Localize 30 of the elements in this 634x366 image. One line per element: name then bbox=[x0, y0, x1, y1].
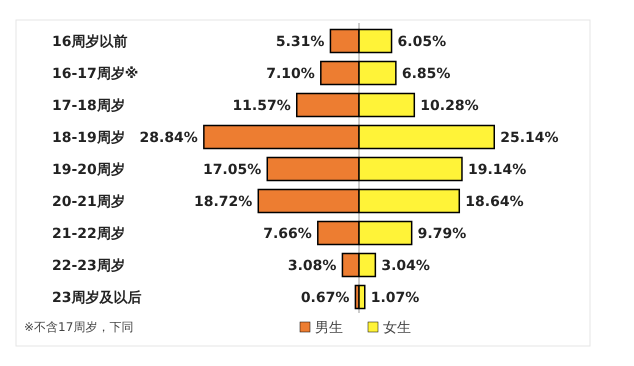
data-label: 25.14% bbox=[500, 130, 559, 146]
y-tick-label: 21-22周岁 bbox=[52, 226, 125, 242]
data-label: 17.05% bbox=[202, 162, 262, 178]
data-label: 3.04% bbox=[381, 258, 430, 274]
data-label: 9.79% bbox=[418, 226, 466, 242]
data-label: 19.14% bbox=[468, 162, 526, 178]
data-label: 6.85% bbox=[402, 66, 450, 82]
data-label: 28.84% bbox=[140, 130, 198, 146]
data-label: 18.64% bbox=[465, 194, 524, 210]
y-tick-label: 20-21周岁 bbox=[52, 194, 125, 210]
y-tick-label: 18-19周岁 bbox=[52, 130, 125, 146]
legend-label: 男生 bbox=[315, 320, 343, 336]
data-label: 11.57% bbox=[232, 98, 291, 114]
y-tick-label: 19-20周岁 bbox=[52, 162, 125, 178]
data-label: 0.67% bbox=[300, 290, 350, 306]
data-label: 6.05% bbox=[398, 34, 446, 50]
y-tick-label: 16周岁以前 bbox=[52, 34, 128, 50]
y-tick-label: 16-17周岁※ bbox=[52, 66, 138, 82]
y-tick-label: 17-18周岁 bbox=[52, 98, 125, 114]
data-label: 1.07% bbox=[370, 290, 420, 306]
data-label: 7.10% bbox=[266, 66, 315, 82]
y-tick-label: 22-23周岁 bbox=[52, 258, 125, 274]
text: ※不含17周岁，下同 bbox=[24, 320, 134, 334]
data-label: 18.72% bbox=[194, 194, 252, 210]
data-label: 7.66% bbox=[263, 226, 312, 242]
legend-label: 女生 bbox=[383, 320, 411, 336]
data-label: 5.31% bbox=[276, 34, 324, 50]
data-label: 10.28% bbox=[420, 98, 479, 114]
y-tick-label: 23周岁及以后 bbox=[52, 289, 142, 306]
data-label: 3.08% bbox=[288, 258, 336, 274]
